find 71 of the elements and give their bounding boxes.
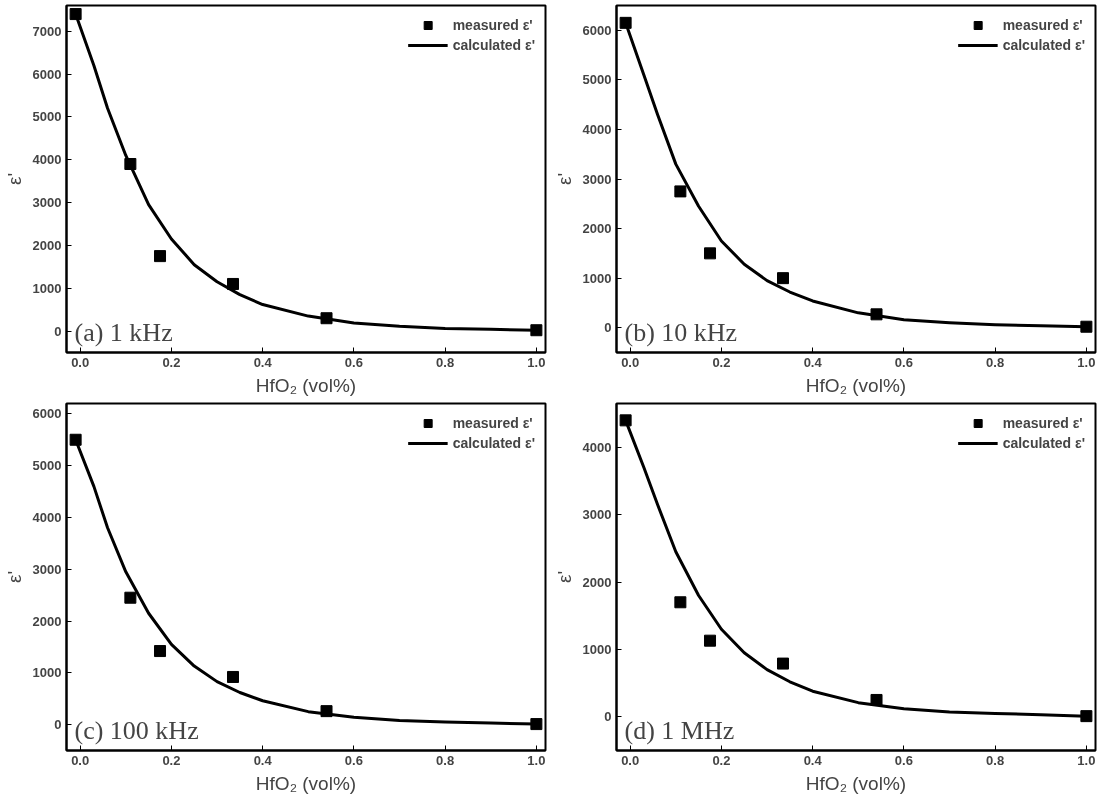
y-tick-label: 0	[54, 717, 62, 733]
y-tick-label: 0	[54, 323, 62, 339]
y-axis-title: ε'	[553, 570, 575, 584]
y-tick-label: 0	[604, 320, 612, 336]
y-tick-label: 2000	[582, 221, 612, 237]
x-tick-label: 1.0	[1077, 752, 1096, 768]
x-tick-label: 0.8	[986, 752, 1005, 768]
legend-label: measured ε'	[452, 415, 533, 431]
legend-label: measured ε'	[452, 17, 533, 33]
y-axis-title: ε'	[553, 172, 575, 186]
y-tick-label: 4000	[582, 439, 612, 455]
x-tick-label: 0.6	[344, 752, 363, 768]
x-tick-label: 0.6	[894, 752, 913, 768]
annotation: (d) 1 MHz	[624, 715, 735, 745]
y-tick-label: 6000	[582, 22, 612, 38]
x-tick-label: 0.4	[803, 752, 823, 768]
y-tick-label: 3000	[582, 171, 612, 187]
x-tick-label: 0.8	[436, 752, 455, 768]
y-tick-label: 3000	[32, 561, 62, 577]
x-tick-label: 0.0	[71, 354, 90, 370]
x-tick-label: 0.2	[162, 752, 181, 768]
y-tick-label: 5000	[32, 109, 62, 125]
y-tick-label: 7000	[32, 23, 62, 39]
y-tick-label: 1000	[582, 270, 612, 286]
y-tick-label: 6000	[32, 406, 62, 422]
x-tick-label: 0.4	[803, 354, 823, 370]
x-tick-label: 1.0	[1077, 354, 1096, 370]
y-tick-label: 2000	[32, 237, 62, 253]
x-tick-label: 0.8	[436, 354, 455, 370]
y-tick-label: 0	[604, 709, 612, 725]
x-tick-label: 0.8	[986, 354, 1005, 370]
legend-label: calculated ε'	[1002, 37, 1085, 53]
y-tick-label: 1000	[582, 641, 612, 657]
y-tick-label: 4000	[32, 152, 62, 168]
y-tick-label: 3000	[582, 507, 612, 523]
x-tick-label: 1.0	[527, 354, 546, 370]
y-tick-label: 1000	[32, 665, 62, 681]
legend-label: measured ε'	[1002, 415, 1083, 431]
x-tick-label: 0.0	[621, 354, 640, 370]
x-tick-label: 1.0	[527, 752, 546, 768]
x-tick-label: 0.6	[894, 354, 913, 370]
y-tick-label: 2000	[582, 574, 612, 590]
y-tick-label: 5000	[32, 458, 62, 474]
x-tick-label: 0.2	[162, 354, 181, 370]
annotation: (a) 1 kHz	[74, 317, 173, 347]
x-tick-label: 0.4	[253, 354, 273, 370]
annotation: (b) 10 kHz	[624, 317, 738, 347]
y-axis-title: ε'	[3, 570, 25, 584]
x-tick-label: 0.0	[71, 752, 90, 768]
x-axis-title: HfO₂ (vol%)	[255, 772, 357, 794]
legend-label: calculated ε'	[1002, 435, 1085, 451]
y-tick-label: 6000	[32, 66, 62, 82]
x-axis-title: HfO₂ (vol%)	[805, 772, 907, 794]
y-tick-label: 3000	[32, 195, 62, 211]
y-tick-label: 4000	[582, 121, 612, 137]
y-tick-label: 2000	[32, 613, 62, 629]
x-tick-label: 0.6	[344, 354, 363, 370]
legend-label: measured ε'	[1002, 17, 1083, 33]
legend-label: calculated ε'	[452, 435, 535, 451]
y-tick-label: 1000	[32, 280, 62, 296]
x-axis-title: HfO₂ (vol%)	[805, 374, 907, 396]
x-axis-title: HfO₂ (vol%)	[255, 374, 357, 396]
y-tick-label: 5000	[582, 72, 612, 88]
x-tick-label: 0.0	[621, 752, 640, 768]
legend-label: calculated ε'	[452, 37, 535, 53]
x-tick-label: 0.2	[712, 354, 731, 370]
y-axis-title: ε'	[3, 172, 25, 186]
x-tick-label: 0.2	[712, 752, 731, 768]
y-tick-label: 4000	[32, 509, 62, 525]
x-tick-label: 0.4	[253, 752, 273, 768]
annotation: (c) 100 kHz	[74, 715, 199, 745]
